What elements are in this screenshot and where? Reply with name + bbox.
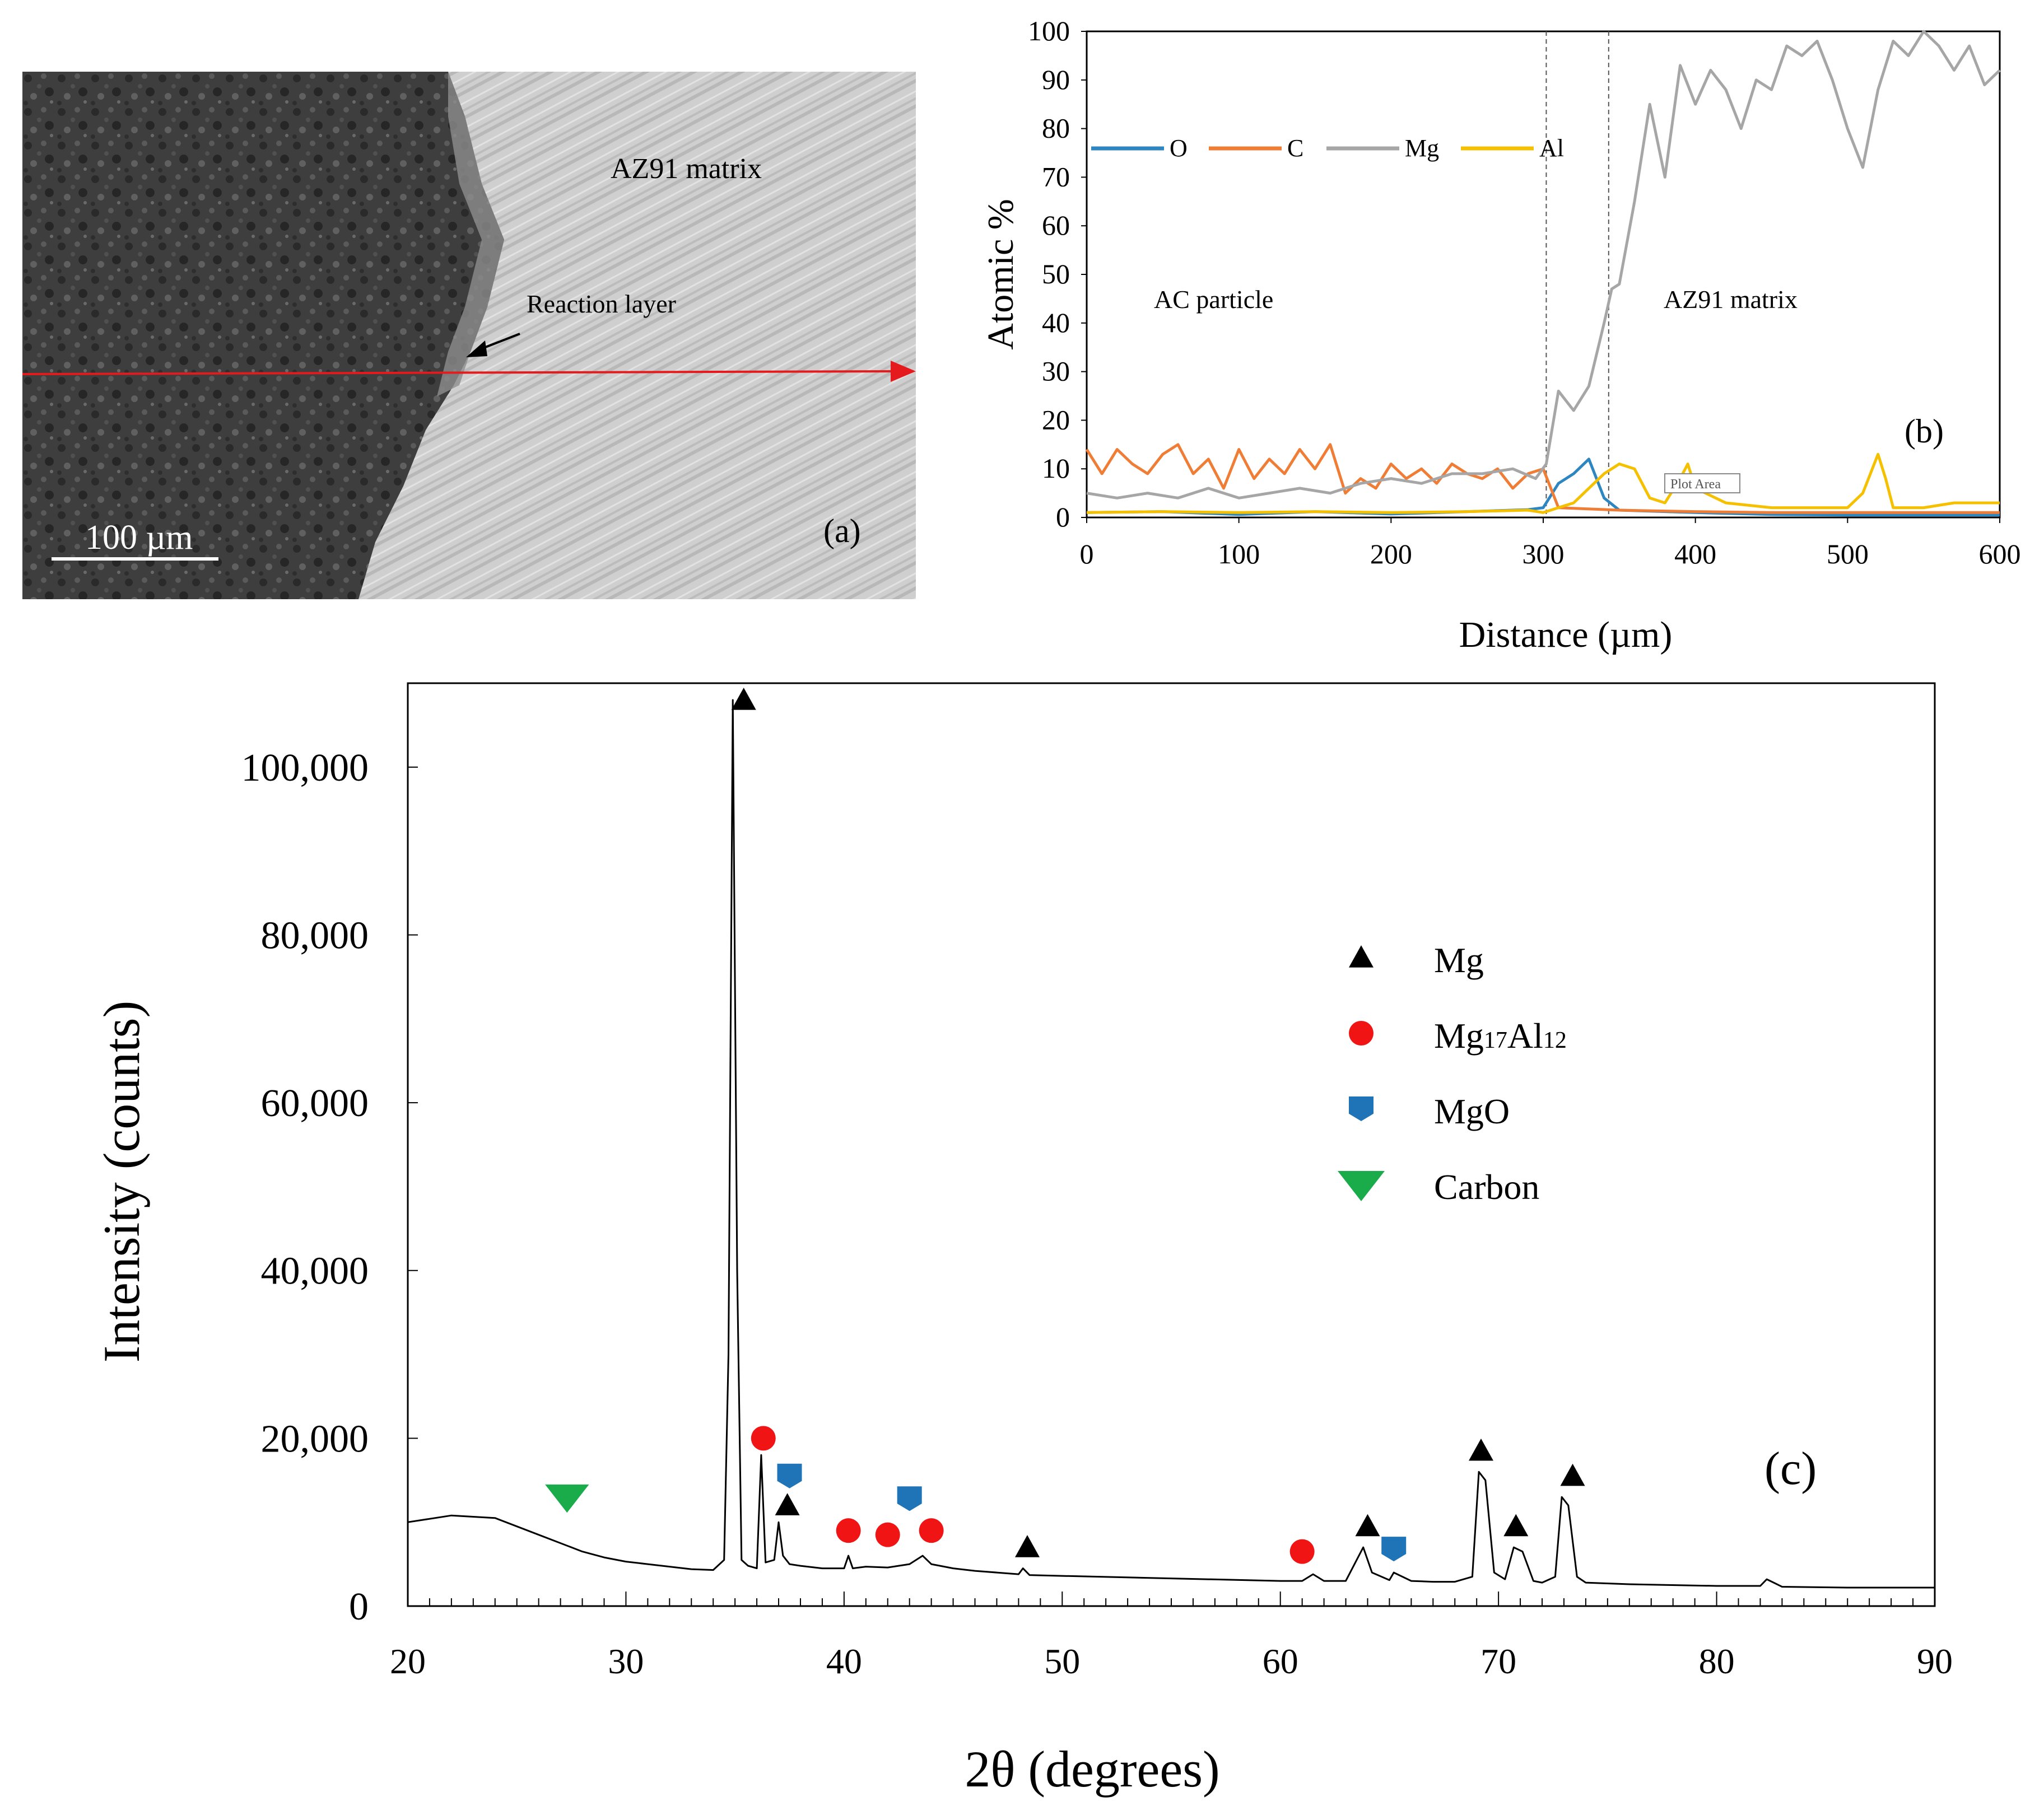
chart-c-yticks: 0 20,000 40,000 60,000 80,000 100,000	[241, 746, 418, 1628]
series-line-c	[1085, 443, 2000, 514]
marker-mg	[1014, 1535, 1040, 1557]
xtick-label: 200	[1370, 538, 1412, 570]
chart-c: 20 30 40 50 60 70 80 90 0 20,000 40,000 60,000 80,0…	[93, 682, 1953, 1798]
chart-b-yticks: 0 10 20 30 40 50 60 70 80 90 100	[1028, 15, 1087, 533]
ytick-label: 0	[1056, 501, 1070, 533]
series-line-mg	[1086, 30, 2001, 500]
region-label-matrix: AZ91 matrix	[1664, 285, 1798, 314]
ytick-label: 30	[1042, 356, 1070, 387]
chart-b-xlabel: Distance (µm)	[1459, 614, 1673, 655]
ytick-label: 100	[1028, 15, 1070, 46]
legend-label-mg17al12: Mg17Al12	[1434, 1016, 1567, 1056]
legend-label-mg: Mg	[1405, 134, 1439, 162]
marker-mg	[731, 687, 756, 710]
chart-c-plot-frame	[407, 682, 1936, 1607]
xrd-pattern-line	[407, 699, 1935, 1589]
chart-c-xticks: 20 30 40 50 60 70 80 90	[390, 1641, 1953, 1681]
ytick-label: 70	[1042, 161, 1070, 192]
plot-area-tooltip-text: Plot Area	[1670, 477, 1721, 492]
ytick-label: 40,000	[261, 1250, 369, 1293]
ytick-label: 50	[1042, 258, 1070, 290]
marker-mgo	[1381, 1537, 1407, 1562]
ytick-label: 0	[349, 1585, 369, 1628]
xtick-label: 30	[608, 1641, 644, 1681]
region-label-ac: AC particle	[1154, 285, 1273, 314]
particle-region	[22, 72, 504, 599]
ytick-label: 40	[1042, 307, 1070, 338]
legend-marker-carbon	[1338, 1171, 1385, 1201]
chart-b-plot-frame	[1086, 30, 2001, 519]
xtick-label: 50	[1044, 1641, 1080, 1681]
ytick-label: 10	[1042, 452, 1070, 484]
ytick-label: 20,000	[261, 1417, 369, 1460]
marker-mg	[1468, 1438, 1493, 1461]
reaction-layer-label: Reaction layer	[527, 290, 676, 318]
series-line-al	[1086, 452, 2000, 514]
xtick-label: 100	[1218, 538, 1260, 570]
chart-c-series	[407, 699, 1935, 1589]
matrix-label: AZ91 matrix	[611, 153, 762, 185]
panel-a-label: (a)	[823, 512, 861, 549]
marker-mg	[775, 1493, 800, 1515]
legend-label-c: C	[1287, 134, 1303, 162]
legend-marker-mg17al12	[1349, 1021, 1373, 1046]
marker-mg17al12	[836, 1518, 861, 1543]
reaction-layer-band	[437, 72, 504, 396]
marker-mgo	[897, 1486, 922, 1511]
marker-mg	[1560, 1463, 1585, 1486]
plot-area-tooltip	[1664, 473, 1740, 493]
legend-marker-mg	[1349, 945, 1373, 968]
ytick-label: 90	[1042, 64, 1070, 95]
xtick-label: 60	[1263, 1641, 1298, 1681]
legend-label-carbon: Carbon	[1434, 1167, 1539, 1207]
ytick-label: 80	[1042, 113, 1070, 144]
xtick-label: 90	[1917, 1641, 1953, 1681]
xtick-label: 300	[1522, 538, 1565, 570]
xtick-label: 70	[1480, 1641, 1516, 1681]
ytick-label: 20	[1042, 404, 1070, 435]
chart-b-boundaries	[1545, 31, 1609, 517]
linescan-arrow-line	[22, 370, 897, 375]
marker-mgo	[777, 1463, 802, 1488]
ytick-label: 60	[1042, 209, 1070, 241]
linescan-arrow-head	[891, 361, 916, 382]
ytick-label: 60,000	[261, 1082, 369, 1125]
chart-b-ylabel: Atomic %	[980, 199, 1021, 349]
marker-carbon	[545, 1484, 589, 1513]
ytick-label: 100,000	[241, 746, 369, 790]
xtick-label: 0	[1080, 538, 1094, 570]
panel-c-label: (c)	[1764, 1443, 1817, 1495]
xtick-label: 500	[1827, 538, 1869, 570]
chart-c-ylabel: Intensity (counts)	[93, 1001, 150, 1362]
chart-b-series	[1085, 30, 2001, 517]
legend-label-al: Al	[1539, 134, 1564, 162]
chart-b-legend: O C Mg Al	[1091, 134, 1564, 162]
chart-c-markers	[545, 687, 1585, 1564]
panel-b-label: (b)	[1905, 413, 1944, 450]
reaction-pointer-head	[466, 340, 487, 357]
legend-marker-mgo	[1349, 1096, 1373, 1121]
legend-label-mg: Mg	[1434, 940, 1484, 980]
xtick-label: 40	[826, 1641, 862, 1681]
scale-label: 100 µm	[85, 519, 193, 557]
chart-c-legend: Mg Mg17Al12 MgO Carbon	[1338, 940, 1567, 1207]
marker-mg	[1503, 1514, 1529, 1537]
marker-mg17al12	[1289, 1539, 1315, 1564]
chart-b: 0 100 200 300 400 500 600 0 10 20 30 40 50 60 70 80 90 1…	[980, 15, 2021, 655]
xtick-label: 600	[1979, 538, 2021, 570]
chart-b-xticks: 0 100 200 300 400 500 600	[1080, 517, 2021, 570]
sem-micrograph: AZ91 matrix Reaction layer 100 µm (a)	[22, 72, 916, 599]
legend-label-mgo: MgO	[1434, 1091, 1510, 1131]
chart-c-minor-ticks	[407, 1592, 1935, 1606]
xtick-label: 20	[390, 1641, 426, 1681]
chart-c-xlabel: 2θ (degrees)	[965, 1740, 1219, 1798]
marker-mg17al12	[875, 1522, 900, 1547]
marker-mg	[1355, 1514, 1380, 1537]
ytick-label: 80,000	[261, 914, 369, 957]
legend-label-o: O	[1170, 134, 1188, 162]
marker-mg17al12	[919, 1518, 944, 1543]
xtick-label: 400	[1674, 538, 1716, 570]
marker-mg17al12	[751, 1426, 776, 1451]
xtick-label: 80	[1699, 1641, 1735, 1681]
